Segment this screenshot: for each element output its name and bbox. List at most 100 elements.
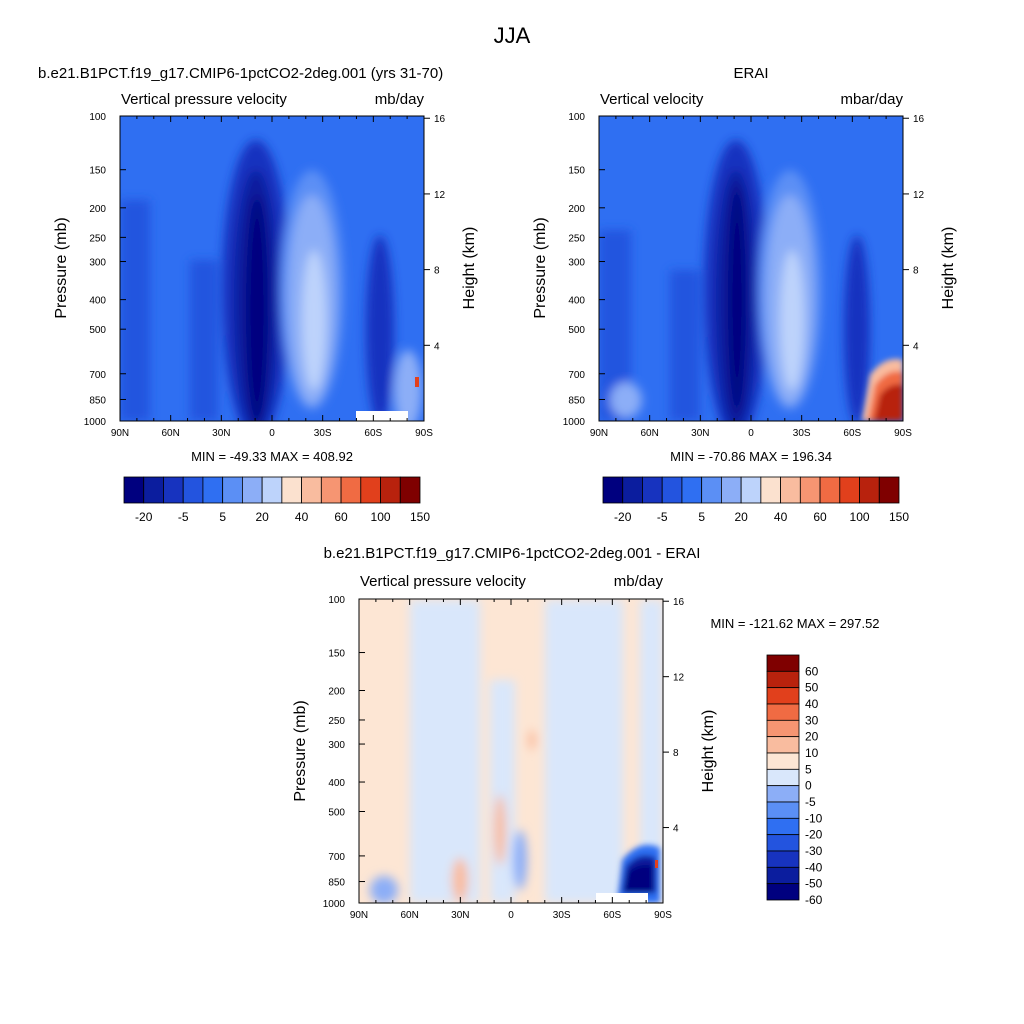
colorbar-label: -20	[614, 510, 632, 524]
colorbar-label: -60	[805, 893, 823, 907]
colorbar-swatch	[766, 752, 800, 770]
y-tick-label: 200	[328, 687, 345, 698]
y-right-tick-label: 4	[673, 824, 679, 835]
x-tick-label: 30S	[553, 910, 571, 921]
contour-red-spot	[655, 860, 658, 868]
contour-sh-storm-track	[366, 235, 394, 421]
y-tick-label: 250	[89, 233, 106, 244]
colorbar-swatch	[380, 476, 401, 504]
colorbar-swatch	[766, 670, 800, 689]
y-right-tick-label: 12	[434, 190, 446, 201]
y-right-tick-label: 8	[434, 266, 440, 277]
colorbar-swatch	[622, 476, 643, 504]
x-tick-label: 0	[269, 428, 275, 439]
y-tick-label: 100	[568, 112, 585, 123]
y-axis-title: Pressure (mb)	[292, 700, 309, 801]
y-tick-label: 400	[89, 296, 106, 307]
x-tick-label: 90S	[894, 428, 912, 439]
y-tick-label: 1000	[563, 417, 586, 428]
contour-equator-neg	[513, 830, 527, 890]
y-axis-right-title: Height (km)	[461, 227, 478, 310]
y-tick-label: 300	[568, 258, 585, 269]
colorbar-swatch	[766, 850, 800, 868]
colorbar-label: 5	[698, 510, 705, 524]
colorbar-label: 150	[889, 510, 909, 524]
y-right-tick-label: 16	[913, 114, 925, 125]
x-tick-label: 90S	[415, 428, 433, 439]
y-right-tick-label: 12	[913, 190, 925, 201]
figure-title: JJA	[494, 23, 531, 48]
y-axis-right-title: Height (km)	[940, 227, 957, 310]
colorbar-label: 5	[219, 510, 226, 524]
y-tick-label: 850	[328, 878, 345, 889]
y-axis-right-title: Height (km)	[700, 710, 717, 793]
contour-subtropic-pos	[452, 858, 468, 902]
x-tick-label: 60S	[364, 428, 382, 439]
left-subtitle: Vertical velocity	[600, 91, 704, 108]
colorbar-label: 5	[805, 762, 812, 776]
contour-upper-pos	[528, 730, 536, 750]
colorbar-swatch	[740, 476, 762, 504]
contour-red-spot	[415, 377, 419, 387]
colorbar-swatch	[602, 476, 624, 504]
y-tick-label: 850	[89, 395, 106, 406]
colorbar-swatch	[766, 736, 800, 754]
right-subtitle: mb/day	[375, 91, 425, 108]
left-subtitle: Vertical pressure velocity	[360, 573, 526, 590]
contour-sh-polar	[394, 350, 422, 421]
right-subtitle: mbar/day	[840, 91, 903, 108]
colorbar-swatch	[766, 883, 800, 901]
colorbar-swatch	[261, 476, 283, 504]
y-right-tick-label: 12	[673, 673, 685, 684]
colorbar-label: 0	[805, 779, 812, 793]
contour-antarctic-warm-core	[874, 384, 903, 421]
contour-band-nh-polar	[120, 200, 150, 421]
colorbar: -20 -5 5 20 40 60 100 150	[602, 476, 909, 524]
contour-neg-band-1	[410, 600, 480, 903]
contour-itcz-core	[246, 195, 268, 421]
x-tick-label: 60N	[400, 910, 418, 921]
panel-title: b.e21.B1PCT.f19_g17.CMIP6-1pctCO2-2deg.0…	[38, 65, 443, 82]
x-tick-label: 0	[508, 910, 514, 921]
x-tick-label: 30N	[451, 910, 469, 921]
x-tick-label: 90N	[111, 428, 129, 439]
colorbar-swatch	[766, 785, 800, 803]
colorbar-swatch	[301, 476, 322, 504]
x-axis: 90N 60N 30N 0 30S 60S 90S	[111, 116, 433, 439]
x-tick-label: 90S	[654, 910, 672, 921]
colorbar-label: 60	[334, 510, 348, 524]
colorbar-swatch	[760, 476, 781, 504]
colorbar: -20 -5 5 20 40 60 100 150	[123, 476, 430, 524]
colorbar-label: 50	[805, 681, 819, 695]
contour-field	[599, 116, 903, 421]
y-tick-label: 700	[89, 370, 106, 381]
y-tick-label: 500	[568, 325, 585, 336]
panel-title: ERAI	[733, 65, 768, 82]
colorbar-swatch	[766, 834, 800, 852]
colorbar-label: -30	[805, 844, 823, 858]
contour-neg-band-4	[640, 600, 663, 903]
contour-subsidence-core	[780, 250, 804, 390]
y-tick-label: 300	[328, 740, 345, 751]
contour-itcz-core	[728, 185, 746, 415]
left-subtitle: Vertical pressure velocity	[121, 91, 287, 108]
y-tick-label: 700	[568, 370, 585, 381]
min-max-label: MIN = -49.33 MAX = 408.92	[191, 449, 353, 464]
y-tick-label: 150	[568, 166, 585, 177]
colorbar-swatch	[721, 476, 742, 504]
colorbar-label: -20	[135, 510, 153, 524]
right-subtitle: mb/day	[614, 573, 664, 590]
colorbar-label: -20	[805, 828, 823, 842]
y-axis-title: Pressure (mb)	[53, 217, 70, 318]
y-axis: 100 150 200 250 300 400 500 700 850 1000	[323, 595, 365, 910]
colorbar-swatch	[878, 476, 900, 504]
panel-model: b.e21.B1PCT.f19_g17.CMIP6-1pctCO2-2deg.0…	[38, 65, 478, 524]
colorbar-label: 100	[850, 510, 870, 524]
colorbar-swatch	[766, 801, 800, 819]
x-tick-label: 30N	[212, 428, 230, 439]
y-tick-label: 700	[328, 852, 345, 863]
panel-title: b.e21.B1PCT.f19_g17.CMIP6-1pctCO2-2deg.0…	[324, 545, 701, 562]
y-right-tick-label: 16	[673, 597, 685, 608]
colorbar-swatch	[766, 654, 800, 672]
y-tick-label: 500	[89, 325, 106, 336]
